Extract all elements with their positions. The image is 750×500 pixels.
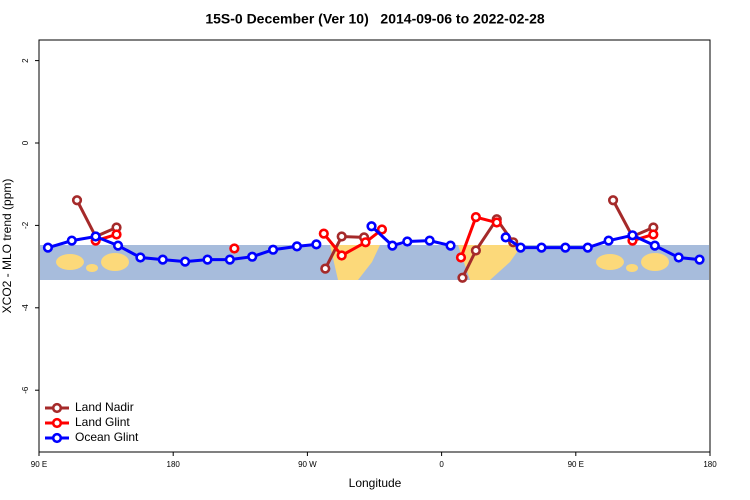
point [515,242,526,253]
point [360,237,371,248]
point [336,250,347,261]
point [247,251,258,262]
x-tick-label: 90 E [568,460,584,469]
y-axis-label: XCO2 - MLO trend (ppm) [0,179,14,314]
point [336,231,347,242]
point [402,236,413,247]
legend-marker [51,402,63,414]
point [320,263,331,274]
point [157,254,168,265]
point [457,272,468,283]
point [318,228,329,239]
point [560,242,571,253]
point [694,254,705,265]
y-tick-label: 0 [21,140,30,145]
point [491,217,502,228]
point [649,240,660,251]
legend-marker [51,417,63,429]
y-tick-label: -2 [21,221,30,229]
point [180,256,191,267]
x-tick-label: 0 [439,460,444,469]
point [387,240,398,251]
point [224,254,235,265]
point [90,231,101,242]
x-tick-label: 180 [167,460,181,469]
point [627,230,638,241]
point [376,224,388,235]
chart-title: 15S-0 December (Ver 10) 2014-09-06 to 20… [205,11,545,27]
point [366,221,377,232]
y-tick-label: 2 [21,58,30,63]
x-axis-label: Longitude [349,476,402,490]
point [42,242,54,253]
point [607,195,619,206]
point [455,252,467,263]
point [500,232,511,243]
point [202,254,213,265]
legend-label: Land Nadir [75,400,134,414]
x-tick-label: 90 W [298,460,317,469]
point [648,229,659,240]
point [582,242,593,253]
point [71,195,83,206]
point [112,240,124,251]
map-background [40,245,709,280]
point [673,252,684,263]
point [268,244,279,255]
point [135,252,146,263]
point [424,235,435,246]
point [111,229,122,240]
point [66,235,77,246]
series-line [95,215,654,259]
legend-label: Land Glint [75,415,130,429]
point [603,235,614,246]
point [311,239,322,250]
plot-frame [38,39,711,453]
x-tick-label: 180 [703,460,717,469]
legend-label: Ocean Glint [75,430,139,444]
point [470,212,481,223]
legend-marker [51,432,63,444]
y-tick-label: -6 [21,386,30,394]
x-tick-label: 90 E [31,460,47,469]
y-tick-label: -4 [21,304,30,312]
point [536,242,547,253]
point [229,243,240,254]
point [291,241,303,252]
point [445,240,456,251]
point [470,245,481,256]
